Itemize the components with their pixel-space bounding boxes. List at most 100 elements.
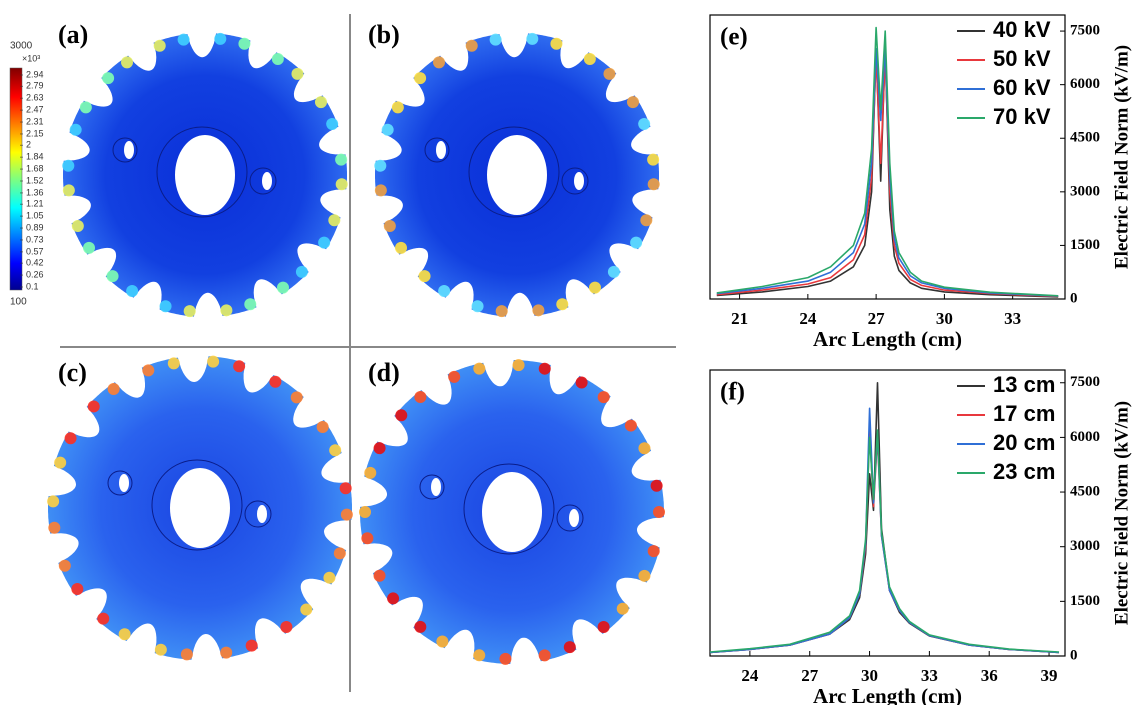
hub-ring: [151, 459, 243, 551]
hot-spot: [538, 362, 551, 375]
hot-spot: [121, 56, 134, 69]
x-tick-label: 21: [731, 309, 748, 328]
hot-spot: [597, 620, 610, 633]
hot-spot: [526, 32, 539, 45]
hot-spot: [499, 652, 512, 665]
hot-spot: [373, 442, 386, 455]
x-tick-label: 27: [801, 666, 819, 685]
hot-spot: [106, 270, 119, 283]
hot-spot: [374, 159, 387, 172]
hot-spot: [154, 643, 167, 656]
hot-spot: [62, 184, 75, 197]
y-axis-label: Electric Field Norm (kV/m): [1111, 401, 1132, 625]
hot-spot: [177, 33, 190, 46]
bolt-hole: [119, 474, 129, 492]
chart-title: (f): [720, 379, 745, 406]
simulation-panels: [47, 32, 665, 665]
hot-spot: [323, 571, 336, 584]
hot-spot: [318, 236, 331, 249]
hot-spot: [58, 559, 71, 572]
hot-spot: [647, 178, 660, 191]
hot-spot: [361, 532, 374, 545]
hot-spot: [550, 37, 563, 50]
center-hole: [170, 468, 230, 548]
panel-label: (d): [368, 358, 400, 387]
hot-spot: [329, 444, 342, 457]
hot-spot: [448, 370, 461, 383]
x-tick-label: 27: [868, 309, 886, 328]
hot-spot: [79, 101, 92, 114]
hot-spot: [373, 569, 386, 582]
hot-spot: [653, 506, 665, 519]
colorbar-max: 3000: [10, 41, 33, 52]
hot-spot: [271, 52, 284, 65]
x-tick-label: 24: [799, 309, 817, 328]
center-hole: [482, 472, 542, 552]
y-tick-label: 4500: [1070, 483, 1100, 499]
hot-spot: [87, 400, 100, 413]
hot-spot: [647, 153, 660, 166]
y-tick-label: 0: [1070, 290, 1078, 306]
bolt-hole: [257, 505, 267, 523]
hub-ring: [156, 126, 248, 218]
hot-spot: [489, 33, 502, 46]
hot-spot: [438, 285, 451, 298]
hot-spot: [471, 300, 484, 313]
hot-spot: [316, 420, 329, 433]
colorbar-tick-label: 0.57: [26, 246, 44, 256]
hot-spot: [359, 505, 371, 518]
colorbar-tick-label: 0.73: [26, 234, 44, 244]
chart-title: (e): [720, 24, 748, 51]
legend-label: 17 cm: [993, 401, 1055, 426]
hot-spot: [220, 646, 233, 659]
hot-spot: [328, 214, 341, 227]
legend-label: 20 cm: [993, 430, 1055, 455]
bolt-ring: [556, 504, 584, 532]
hot-spot: [326, 118, 339, 131]
bolt-hole: [436, 141, 446, 159]
plot-frame: [709, 14, 1066, 300]
colorbar-tick-label: 0.89: [26, 222, 44, 232]
hot-spot: [418, 270, 431, 283]
plot-frame: [709, 369, 1066, 657]
legend-label: 13 cm: [993, 372, 1055, 397]
hot-spot: [295, 265, 308, 278]
hot-spot: [575, 376, 588, 389]
hot-spot: [244, 298, 257, 311]
hot-spot: [588, 281, 601, 294]
hot-spot: [638, 442, 651, 455]
hot-spot: [69, 123, 82, 136]
x-tick-label: 33: [921, 666, 938, 685]
colorbar-tick-label: 0.42: [26, 257, 44, 267]
colorbar-min: 100: [10, 297, 27, 308]
y-tick-label: 4500: [1070, 130, 1100, 146]
hot-spot: [383, 219, 396, 232]
colorbar-tick-label: 1.05: [26, 210, 44, 220]
hot-spot: [214, 32, 227, 45]
hot-spot: [291, 67, 304, 80]
hot-spot: [220, 304, 233, 317]
hot-spot: [387, 592, 400, 605]
hot-spot: [71, 583, 84, 596]
bolt-hole: [124, 141, 134, 159]
hot-spot: [335, 178, 348, 191]
legend-label: 70 kV: [993, 104, 1051, 129]
hot-spot: [64, 432, 77, 445]
hot-spot: [538, 649, 551, 662]
hot-spot: [314, 96, 327, 109]
y-axis-label: Electric Field Norm (kV/m): [1111, 45, 1132, 269]
hot-spot: [414, 620, 427, 633]
hot-spot: [650, 479, 663, 492]
center-hole: [175, 135, 235, 215]
hot-spot: [465, 39, 478, 52]
hot-spot: [118, 628, 131, 641]
hot-spot: [62, 159, 75, 172]
legend-label: 60 kV: [993, 75, 1051, 100]
hot-spot: [335, 153, 348, 166]
y-tick-label: 1500: [1070, 593, 1100, 609]
hot-spot: [54, 456, 67, 469]
hot-spot: [473, 362, 486, 375]
hot-spot: [374, 184, 387, 197]
panel-label: (a): [58, 20, 88, 49]
hot-spot: [47, 495, 60, 508]
